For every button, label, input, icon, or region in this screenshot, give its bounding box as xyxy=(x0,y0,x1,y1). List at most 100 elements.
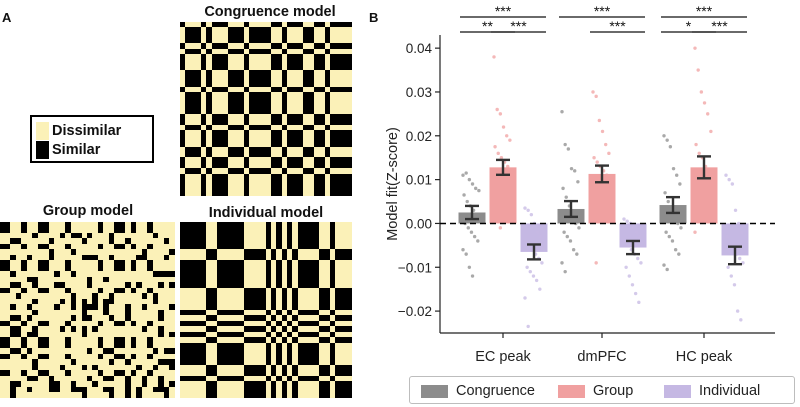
significance-label: *** xyxy=(696,3,713,19)
data-point xyxy=(666,199,670,204)
data-point xyxy=(693,46,697,50)
data-point xyxy=(729,274,733,278)
data-point xyxy=(540,261,544,265)
y-tick-label: 0.03 xyxy=(406,85,432,100)
data-point xyxy=(528,269,532,274)
legend-item-dissimilar: Dissimilar xyxy=(36,122,121,140)
data-point xyxy=(503,186,508,191)
data-point xyxy=(664,230,668,234)
data-point xyxy=(708,204,712,208)
data-point xyxy=(604,142,608,147)
significance-label: *** xyxy=(609,18,626,34)
data-point xyxy=(523,296,527,300)
data-point xyxy=(560,261,564,265)
legend-swatch-group xyxy=(558,384,585,398)
y-tick-label: 0.00 xyxy=(406,216,432,231)
data-point xyxy=(576,180,580,184)
data-point xyxy=(595,160,599,164)
significance-label: * xyxy=(686,18,692,34)
data-point xyxy=(630,283,635,287)
data-point xyxy=(631,226,636,230)
data-point xyxy=(496,151,500,156)
data-point xyxy=(568,239,573,243)
data-point xyxy=(575,252,579,256)
data-point xyxy=(563,142,567,147)
data-point xyxy=(536,230,540,234)
data-point xyxy=(466,226,470,230)
similarity-legend: Dissimilar Similar xyxy=(30,115,154,163)
similar-swatch xyxy=(36,141,49,159)
data-point xyxy=(499,156,504,160)
data-point xyxy=(594,94,598,99)
data-point xyxy=(474,186,478,191)
x-tick-label: EC peak xyxy=(475,349,531,365)
data-point xyxy=(694,142,698,147)
data-point xyxy=(599,191,604,195)
legend-label-congruence: Congruence xyxy=(456,383,535,399)
data-point xyxy=(500,182,505,186)
individual-model-matrix xyxy=(180,222,352,398)
data-point xyxy=(498,226,503,230)
data-point xyxy=(726,265,730,269)
data-point xyxy=(608,177,612,182)
panel-b-label: B xyxy=(369,10,379,25)
y-tick-label: −0.01 xyxy=(398,260,432,275)
data-point xyxy=(564,195,568,199)
congruence-model-matrix xyxy=(180,22,352,196)
x-tick-label: HC peak xyxy=(676,349,733,365)
data-point xyxy=(672,217,677,221)
legend-item-similar: Similar xyxy=(36,141,100,159)
significance-label: ** xyxy=(482,18,493,34)
data-point xyxy=(495,107,499,112)
data-point xyxy=(627,274,631,278)
data-point xyxy=(505,134,509,138)
data-point xyxy=(509,169,513,173)
data-point xyxy=(573,169,577,173)
data-point xyxy=(594,261,598,265)
data-point xyxy=(538,287,542,291)
data-point xyxy=(492,199,496,204)
data-point xyxy=(662,263,666,267)
data-point xyxy=(698,182,702,186)
significance-label: *** xyxy=(594,3,611,19)
data-point xyxy=(663,191,667,195)
data-point xyxy=(637,300,641,305)
y-axis-label: Model fit(Z-score) xyxy=(385,127,401,241)
data-point xyxy=(639,261,643,265)
data-point xyxy=(465,199,469,204)
data-point xyxy=(462,193,466,197)
data-point xyxy=(710,173,714,177)
data-point xyxy=(738,256,742,261)
data-point xyxy=(477,188,481,193)
data-point xyxy=(675,173,679,177)
data-point xyxy=(508,138,512,142)
data-point xyxy=(633,291,638,296)
data-point xyxy=(673,248,678,252)
significance-label: *** xyxy=(711,18,728,34)
legend-label-dissimilar: Dissimilar xyxy=(52,123,122,139)
data-point xyxy=(461,248,465,252)
significance-label: *** xyxy=(495,3,512,19)
data-point xyxy=(739,318,743,322)
data-point xyxy=(707,169,711,173)
congruence-model-title: Congruence model xyxy=(204,4,336,20)
data-point xyxy=(662,134,666,138)
data-point xyxy=(676,221,680,226)
data-point xyxy=(725,234,729,239)
data-point xyxy=(534,278,539,283)
y-tick-label: 0.01 xyxy=(406,173,432,188)
bar-group xyxy=(489,167,517,224)
data-point xyxy=(506,164,510,169)
data-point xyxy=(565,234,569,239)
data-point xyxy=(635,230,639,234)
data-point xyxy=(699,90,704,94)
data-point xyxy=(606,204,610,208)
data-point xyxy=(501,125,506,129)
y-tick-label: −0.02 xyxy=(398,304,432,319)
data-point xyxy=(730,182,735,186)
data-point xyxy=(529,212,534,217)
data-point xyxy=(507,195,511,199)
y-tick-label: 0.02 xyxy=(406,129,432,144)
data-point xyxy=(461,173,465,177)
